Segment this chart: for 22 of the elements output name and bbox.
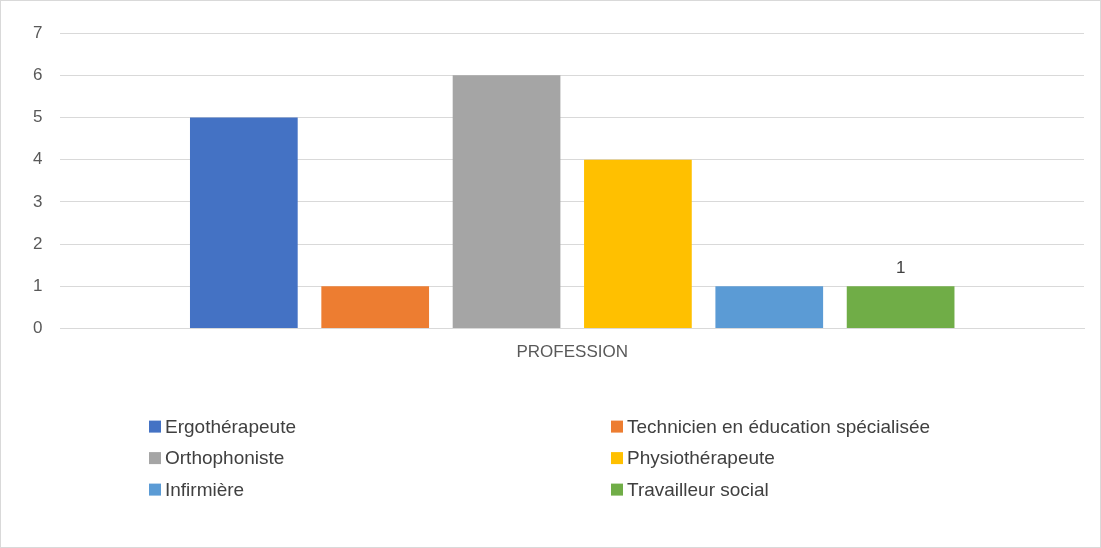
y-tick-label: 2 <box>32 233 43 253</box>
bar <box>846 286 955 329</box>
y-tick-label: 6 <box>32 64 43 84</box>
legend-label: Orthophoniste <box>165 447 285 469</box>
y-tick-label: 7 <box>32 22 43 42</box>
legend-label: Infirmière <box>165 478 245 500</box>
y-tick-label: 1 <box>32 276 43 296</box>
data-label: 1 <box>895 257 906 277</box>
y-tick-label: 5 <box>32 107 43 127</box>
bar <box>715 286 824 329</box>
y-tick-label: 3 <box>32 191 43 211</box>
x-tick-label: PROFESSION <box>516 342 628 362</box>
bar <box>189 117 298 329</box>
legend-label: Travailleur social <box>627 478 769 500</box>
bar <box>452 75 561 329</box>
y-tick-label: 4 <box>32 149 43 169</box>
bar <box>321 286 430 329</box>
y-tick-label: 0 <box>32 318 43 338</box>
bar <box>584 159 692 329</box>
legend-label: Technicien en éducation spécialisée <box>627 415 931 437</box>
legend-label: Physiothérapeute <box>627 447 775 469</box>
legend-label: Ergothérapeute <box>165 415 296 437</box>
